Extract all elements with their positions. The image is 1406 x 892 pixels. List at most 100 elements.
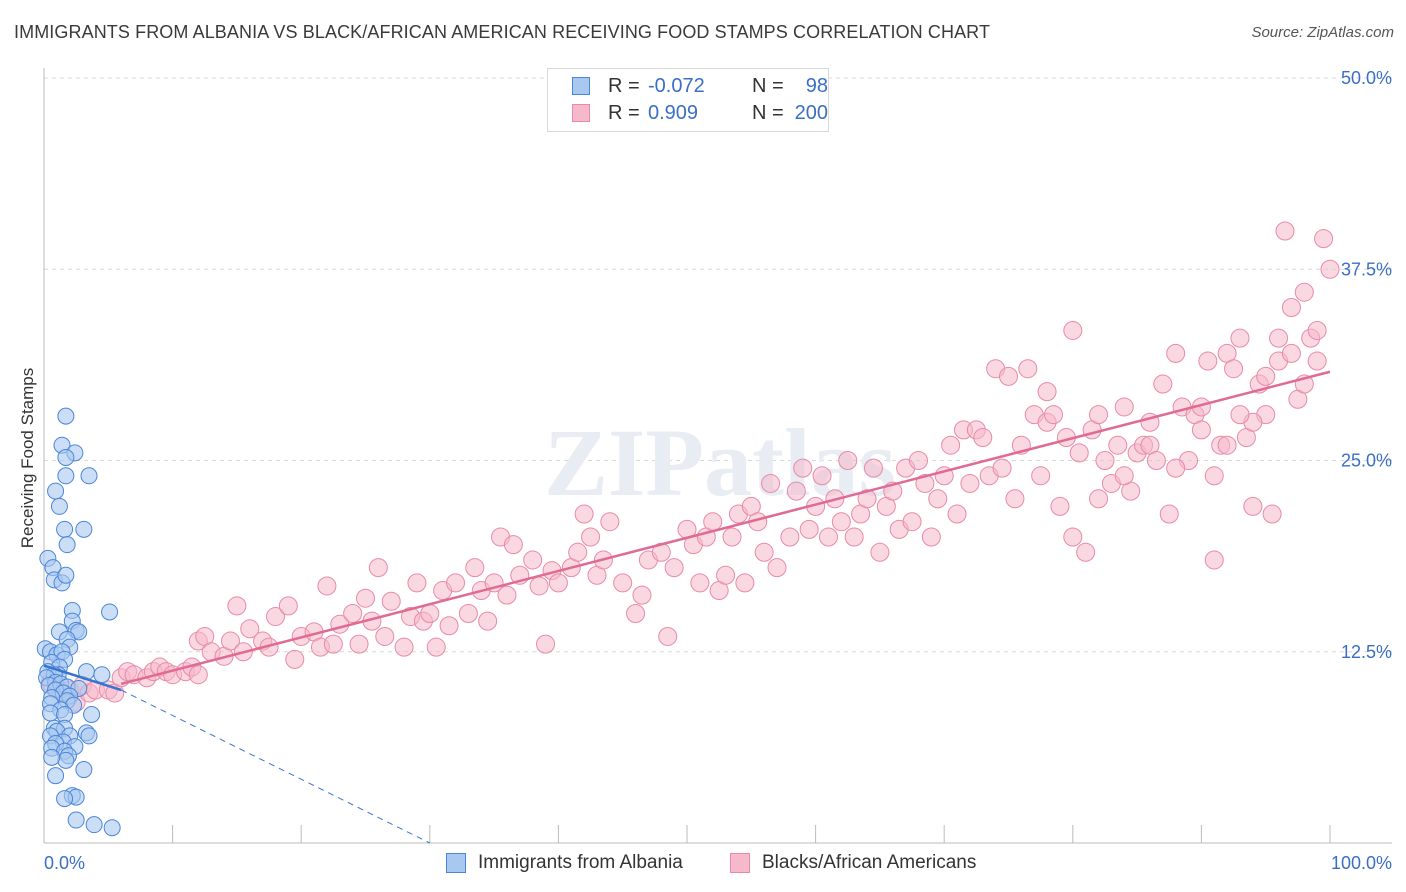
legend-n-value: 200 bbox=[794, 102, 828, 124]
gridlines bbox=[44, 77, 1392, 653]
y-tick-label: 25.0% bbox=[1341, 451, 1392, 471]
data-point-pink bbox=[1089, 489, 1109, 509]
data-point-pink bbox=[1044, 405, 1064, 425]
data-point-pink bbox=[458, 604, 478, 623]
data-point-pink bbox=[1230, 328, 1250, 348]
data-point-pink bbox=[1114, 466, 1134, 486]
data-point-pink bbox=[690, 573, 710, 593]
y-axis-label: Receiving Food Stamps bbox=[18, 368, 37, 548]
data-point-pink bbox=[1269, 328, 1289, 348]
data-point-pink bbox=[915, 473, 935, 493]
data-point-pink bbox=[1191, 420, 1211, 440]
data-point-pink bbox=[1018, 359, 1038, 379]
data-point-pink bbox=[908, 451, 928, 470]
data-point-pink bbox=[227, 596, 247, 616]
data-point-pink bbox=[761, 473, 781, 493]
data-point-pink bbox=[658, 626, 678, 646]
bottom-legend-label: Immigrants from Albania bbox=[478, 852, 683, 873]
data-point-blue bbox=[101, 603, 119, 621]
data-point-blue bbox=[47, 767, 65, 785]
data-point-pink bbox=[818, 527, 838, 547]
data-point-pink bbox=[870, 542, 890, 562]
data-point-pink bbox=[1320, 259, 1340, 279]
legend-swatch-pink bbox=[572, 104, 590, 122]
data-point-pink bbox=[536, 634, 556, 654]
chart-title: IMMIGRANTS FROM ALBANIA VS BLACK/AFRICAN… bbox=[14, 22, 991, 42]
data-point-pink bbox=[831, 512, 851, 532]
data-point-blue bbox=[67, 811, 85, 829]
tick-labels: 12.5% 25.0% 37.5% 50.0% 0.0% 100.0% bbox=[44, 68, 1392, 873]
data-point-pink bbox=[1063, 320, 1083, 340]
data-point-blue bbox=[58, 536, 76, 554]
legend-r-label: R = bbox=[608, 75, 640, 97]
data-point-blue bbox=[57, 751, 75, 769]
data-point-pink bbox=[941, 435, 961, 455]
data-point-pink bbox=[735, 573, 755, 593]
x-tick-label: 100.0% bbox=[1331, 853, 1392, 873]
data-point-blue bbox=[56, 520, 74, 538]
data-point-pink bbox=[1095, 451, 1115, 470]
data-point-pink bbox=[407, 573, 427, 593]
data-point-pink bbox=[1050, 496, 1070, 516]
data-point-pink bbox=[1230, 405, 1250, 425]
trend-line-pink bbox=[120, 370, 1331, 686]
data-point-pink bbox=[1146, 451, 1166, 470]
data-point-pink bbox=[1262, 504, 1282, 524]
data-point-pink bbox=[1307, 351, 1327, 371]
legend-swatch-blue bbox=[572, 77, 590, 95]
data-point-blue bbox=[93, 666, 111, 684]
data-point-pink bbox=[1166, 458, 1186, 478]
trend-line-blue-extension bbox=[120, 689, 431, 844]
series-blue-points bbox=[36, 407, 121, 837]
data-point-pink bbox=[503, 535, 523, 555]
data-point-pink bbox=[1153, 374, 1173, 394]
data-point-blue bbox=[41, 704, 59, 722]
data-point-blue bbox=[43, 748, 61, 766]
data-point-pink bbox=[1166, 343, 1186, 363]
data-point-pink bbox=[973, 428, 993, 448]
data-point-pink bbox=[613, 573, 633, 593]
data-point-blue bbox=[80, 467, 98, 485]
bottom-legend-swatch-pink bbox=[730, 853, 750, 873]
data-point-pink bbox=[716, 565, 736, 585]
data-point-pink bbox=[902, 512, 922, 532]
data-point-pink bbox=[722, 527, 742, 547]
data-point-pink bbox=[857, 489, 877, 509]
data-point-pink bbox=[1198, 351, 1218, 371]
data-point-pink bbox=[947, 504, 967, 524]
y-tick-label: 12.5% bbox=[1341, 642, 1392, 662]
y-tick-label: 50.0% bbox=[1341, 68, 1392, 88]
data-point-pink bbox=[786, 481, 806, 501]
data-point-pink bbox=[921, 527, 941, 547]
trend-lines bbox=[43, 370, 1331, 844]
data-point-pink bbox=[838, 451, 858, 470]
data-point-blue bbox=[75, 761, 93, 779]
data-point-pink bbox=[220, 631, 240, 651]
data-point-blue bbox=[85, 816, 103, 834]
data-point-pink bbox=[1076, 542, 1096, 562]
data-point-pink bbox=[999, 366, 1018, 386]
data-point-pink bbox=[375, 626, 395, 646]
data-point-pink bbox=[780, 527, 800, 547]
data-point-pink bbox=[1159, 504, 1179, 524]
data-point-pink bbox=[439, 616, 459, 636]
data-point-pink bbox=[992, 458, 1012, 478]
data-point-blue bbox=[56, 790, 74, 808]
source-label: Source: ZipAtlas.com bbox=[1251, 24, 1394, 41]
data-point-pink bbox=[928, 489, 948, 509]
data-point-pink bbox=[278, 596, 298, 616]
data-point-pink bbox=[1108, 435, 1128, 455]
data-point-blue bbox=[47, 482, 65, 500]
data-point-blue bbox=[83, 705, 101, 723]
data-point-pink bbox=[446, 573, 466, 593]
data-point-pink bbox=[381, 591, 401, 611]
data-point-pink bbox=[426, 637, 446, 657]
data-point-pink bbox=[1256, 366, 1276, 386]
data-point-pink bbox=[1281, 298, 1301, 317]
data-point-pink bbox=[1204, 466, 1224, 486]
data-point-pink bbox=[1031, 466, 1051, 486]
data-point-pink bbox=[568, 542, 588, 562]
data-point-pink bbox=[529, 576, 549, 596]
data-point-pink bbox=[1005, 489, 1025, 509]
data-point-pink bbox=[1294, 282, 1314, 302]
